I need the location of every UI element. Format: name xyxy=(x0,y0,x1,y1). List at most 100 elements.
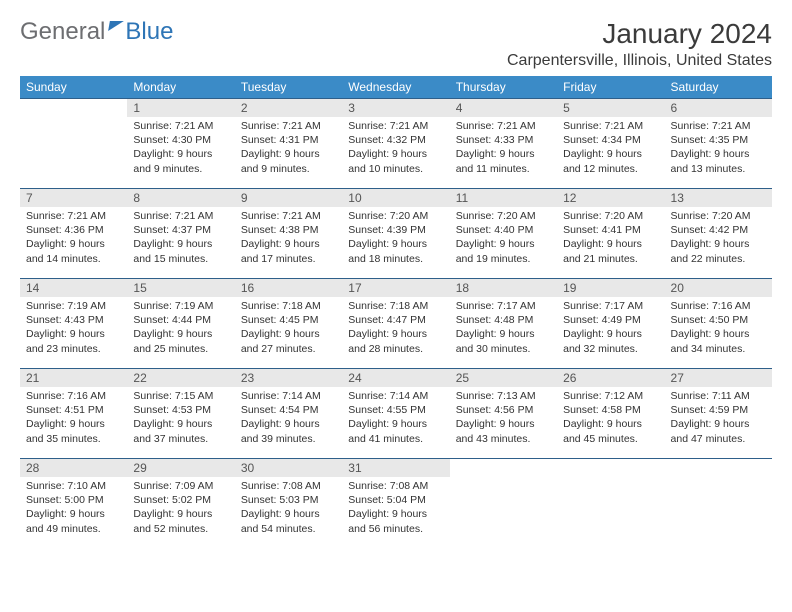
day-sunset: Sunset: 4:43 PM xyxy=(26,313,121,327)
day-sunset: Sunset: 5:02 PM xyxy=(133,493,228,507)
day-sunset: Sunset: 5:04 PM xyxy=(348,493,443,507)
calendar-week: .1Sunrise: 7:21 AMSunset: 4:30 PMDayligh… xyxy=(20,99,772,189)
calendar-cell: 17Sunrise: 7:18 AMSunset: 4:47 PMDayligh… xyxy=(342,279,449,369)
day-sunrise: Sunrise: 7:21 AM xyxy=(348,119,443,133)
day-number: 24 xyxy=(342,369,449,387)
day-day1: Daylight: 9 hours xyxy=(133,327,228,341)
day-day1: Daylight: 9 hours xyxy=(133,507,228,521)
day-number: 9 xyxy=(235,189,342,207)
day-number: 28 xyxy=(20,459,127,477)
calendar-week: 28Sunrise: 7:10 AMSunset: 5:00 PMDayligh… xyxy=(20,459,772,549)
day-body: Sunrise: 7:18 AMSunset: 4:45 PMDaylight:… xyxy=(235,297,342,360)
day-sunset: Sunset: 4:47 PM xyxy=(348,313,443,327)
weekday-header: Sunday xyxy=(20,76,127,99)
day-number: 3 xyxy=(342,99,449,117)
day-body: Sunrise: 7:21 AMSunset: 4:38 PMDaylight:… xyxy=(235,207,342,270)
day-sunset: Sunset: 4:55 PM xyxy=(348,403,443,417)
weekday-header: Monday xyxy=(127,76,234,99)
day-body: Sunrise: 7:19 AMSunset: 4:44 PMDaylight:… xyxy=(127,297,234,360)
calendar-cell: 10Sunrise: 7:20 AMSunset: 4:39 PMDayligh… xyxy=(342,189,449,279)
calendar-table: SundayMondayTuesdayWednesdayThursdayFrid… xyxy=(20,76,772,549)
day-number: 26 xyxy=(557,369,664,387)
day-sunrise: Sunrise: 7:18 AM xyxy=(241,299,336,313)
day-number: 2 xyxy=(235,99,342,117)
day-day1: Daylight: 9 hours xyxy=(563,327,658,341)
calendar-cell: 31Sunrise: 7:08 AMSunset: 5:04 PMDayligh… xyxy=(342,459,449,549)
day-sunrise: Sunrise: 7:20 AM xyxy=(563,209,658,223)
day-sunrise: Sunrise: 7:16 AM xyxy=(26,389,121,403)
logo: General Blue xyxy=(20,18,173,46)
day-day1: Daylight: 9 hours xyxy=(456,327,551,341)
day-sunrise: Sunrise: 7:10 AM xyxy=(26,479,121,493)
day-day1: Daylight: 9 hours xyxy=(26,417,121,431)
day-body: Sunrise: 7:08 AMSunset: 5:04 PMDaylight:… xyxy=(342,477,449,540)
day-day2: and 19 minutes. xyxy=(456,252,551,266)
day-number: 10 xyxy=(342,189,449,207)
calendar-cell: 3Sunrise: 7:21 AMSunset: 4:32 PMDaylight… xyxy=(342,99,449,189)
day-sunset: Sunset: 4:33 PM xyxy=(456,133,551,147)
day-day1: Daylight: 9 hours xyxy=(348,147,443,161)
day-day1: Daylight: 9 hours xyxy=(26,507,121,521)
day-day2: and 17 minutes. xyxy=(241,252,336,266)
day-number: 19 xyxy=(557,279,664,297)
day-day1: Daylight: 9 hours xyxy=(348,237,443,251)
location-subtitle: Carpentersville, Illinois, United States xyxy=(507,52,772,70)
calendar-cell: 13Sunrise: 7:20 AMSunset: 4:42 PMDayligh… xyxy=(665,189,772,279)
day-sunrise: Sunrise: 7:21 AM xyxy=(241,119,336,133)
day-day1: Daylight: 9 hours xyxy=(348,507,443,521)
day-day2: and 56 minutes. xyxy=(348,522,443,536)
day-day1: Daylight: 9 hours xyxy=(671,327,766,341)
logo-text-2: Blue xyxy=(125,18,173,46)
day-day2: and 9 minutes. xyxy=(241,162,336,176)
day-day1: Daylight: 9 hours xyxy=(348,417,443,431)
weekday-header: Tuesday xyxy=(235,76,342,99)
day-sunrise: Sunrise: 7:14 AM xyxy=(348,389,443,403)
day-sunset: Sunset: 4:58 PM xyxy=(563,403,658,417)
day-day2: and 21 minutes. xyxy=(563,252,658,266)
calendar-cell: 2Sunrise: 7:21 AMSunset: 4:31 PMDaylight… xyxy=(235,99,342,189)
day-sunset: Sunset: 4:44 PM xyxy=(133,313,228,327)
day-day2: and 34 minutes. xyxy=(671,342,766,356)
day-day1: Daylight: 9 hours xyxy=(456,147,551,161)
day-day1: Daylight: 9 hours xyxy=(563,237,658,251)
day-sunrise: Sunrise: 7:08 AM xyxy=(241,479,336,493)
calendar-cell: 7Sunrise: 7:21 AMSunset: 4:36 PMDaylight… xyxy=(20,189,127,279)
day-day1: Daylight: 9 hours xyxy=(241,507,336,521)
day-body: Sunrise: 7:21 AMSunset: 4:37 PMDaylight:… xyxy=(127,207,234,270)
day-body: Sunrise: 7:21 AMSunset: 4:32 PMDaylight:… xyxy=(342,117,449,180)
day-sunrise: Sunrise: 7:21 AM xyxy=(133,209,228,223)
calendar-cell: . xyxy=(557,459,664,549)
day-sunset: Sunset: 4:39 PM xyxy=(348,223,443,237)
day-number: 11 xyxy=(450,189,557,207)
calendar-cell: 11Sunrise: 7:20 AMSunset: 4:40 PMDayligh… xyxy=(450,189,557,279)
calendar-cell: 9Sunrise: 7:21 AMSunset: 4:38 PMDaylight… xyxy=(235,189,342,279)
day-number: 6 xyxy=(665,99,772,117)
day-body: Sunrise: 7:21 AMSunset: 4:31 PMDaylight:… xyxy=(235,117,342,180)
day-day2: and 52 minutes. xyxy=(133,522,228,536)
day-day1: Daylight: 9 hours xyxy=(563,417,658,431)
weekday-row: SundayMondayTuesdayWednesdayThursdayFrid… xyxy=(20,76,772,99)
day-day2: and 30 minutes. xyxy=(456,342,551,356)
calendar-cell: 29Sunrise: 7:09 AMSunset: 5:02 PMDayligh… xyxy=(127,459,234,549)
day-number: 31 xyxy=(342,459,449,477)
calendar-cell: 30Sunrise: 7:08 AMSunset: 5:03 PMDayligh… xyxy=(235,459,342,549)
day-sunset: Sunset: 4:54 PM xyxy=(241,403,336,417)
day-sunrise: Sunrise: 7:18 AM xyxy=(348,299,443,313)
day-sunset: Sunset: 4:38 PM xyxy=(241,223,336,237)
day-sunset: Sunset: 4:56 PM xyxy=(456,403,551,417)
day-sunrise: Sunrise: 7:17 AM xyxy=(563,299,658,313)
day-day2: and 47 minutes. xyxy=(671,432,766,446)
calendar-cell: 19Sunrise: 7:17 AMSunset: 4:49 PMDayligh… xyxy=(557,279,664,369)
day-day1: Daylight: 9 hours xyxy=(133,237,228,251)
day-sunrise: Sunrise: 7:08 AM xyxy=(348,479,443,493)
day-sunrise: Sunrise: 7:20 AM xyxy=(671,209,766,223)
day-day1: Daylight: 9 hours xyxy=(241,327,336,341)
day-day1: Daylight: 9 hours xyxy=(671,237,766,251)
day-day2: and 27 minutes. xyxy=(241,342,336,356)
day-day1: Daylight: 9 hours xyxy=(348,327,443,341)
day-day2: and 32 minutes. xyxy=(563,342,658,356)
day-sunrise: Sunrise: 7:19 AM xyxy=(133,299,228,313)
calendar-cell: 6Sunrise: 7:21 AMSunset: 4:35 PMDaylight… xyxy=(665,99,772,189)
calendar-cell: 28Sunrise: 7:10 AMSunset: 5:00 PMDayligh… xyxy=(20,459,127,549)
day-sunset: Sunset: 4:37 PM xyxy=(133,223,228,237)
